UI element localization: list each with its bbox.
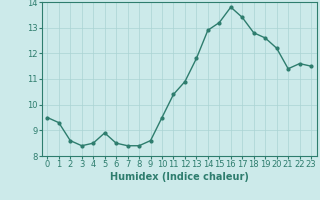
X-axis label: Humidex (Indice chaleur): Humidex (Indice chaleur) bbox=[110, 172, 249, 182]
